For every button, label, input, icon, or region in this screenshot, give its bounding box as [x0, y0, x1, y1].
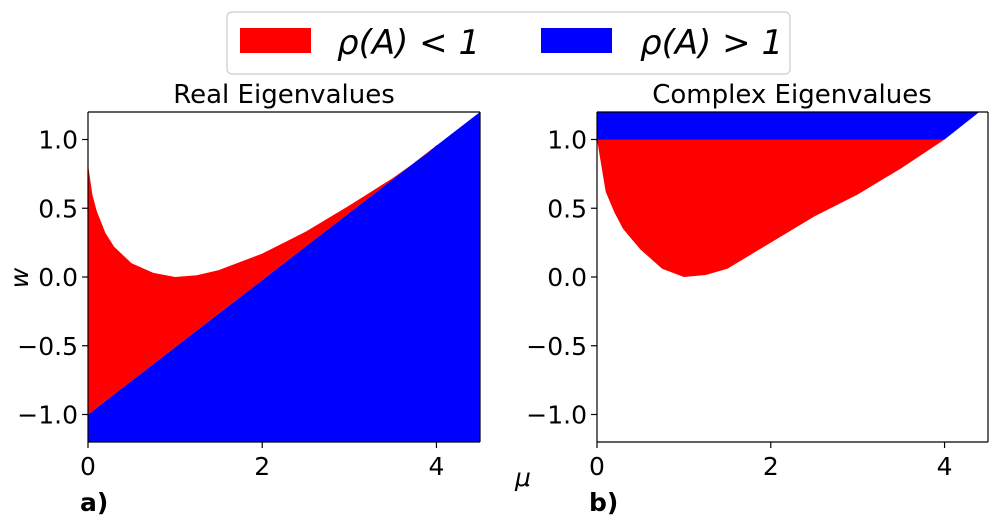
- panel-label: b): [589, 488, 618, 517]
- legend: ρ(A) < 1 ρ(A) > 1: [226, 11, 791, 75]
- y-tick-label: 1.0: [547, 126, 587, 155]
- x-tick-label: 0: [589, 452, 605, 481]
- legend-frame: [226, 11, 791, 75]
- y-tick-label: −0.5: [17, 332, 78, 361]
- plot-area: 0 2 4 1.0 0.5 0.0 −0.5 −1.0: [17, 111, 481, 481]
- x-tick-label: 0: [80, 452, 96, 481]
- legend-swatch-0: [240, 28, 311, 53]
- region-rho-greater-than-1: [597, 112, 980, 140]
- region-rho-greater-than-1: [88, 112, 480, 442]
- data-regions: [88, 112, 480, 442]
- y-tick-label: 0.0: [547, 263, 587, 292]
- panel-complex-eigenvalues: Complex Eigenvalues 0 2 4 1.0 0.5 0.0 −0.5 −1.0…: [526, 80, 989, 517]
- legend-label-1: ρ(A) > 1: [640, 23, 783, 63]
- region-rho-less-than-1: [597, 139, 945, 277]
- panel-title: Complex Eigenvalues: [652, 80, 932, 110]
- legend-swatch-1: [541, 28, 612, 53]
- y-tick-label: −1.0: [526, 401, 587, 430]
- legend-label-0: ρ(A) < 1: [337, 23, 480, 63]
- plot-area: 0 2 4 1.0 0.5 0.0 −0.5 −1.0: [526, 111, 989, 481]
- panel-real-eigenvalues: Real Eigenvalues 0 2 41.00.50.0−0.5−1.0 w …: [5, 80, 481, 517]
- x-tick-label: 4: [428, 452, 444, 481]
- y-tick-label: 0.0: [38, 263, 78, 292]
- x-axis-label: μ: [514, 463, 531, 492]
- y-axis-label: w: [5, 267, 34, 288]
- panel-label: a): [80, 488, 108, 517]
- y-tick-label: −1.0: [17, 401, 78, 430]
- y-tick-label: 0.5: [38, 194, 78, 223]
- x-tick-label: 4: [937, 452, 953, 481]
- y-tick-label: −0.5: [526, 332, 587, 361]
- panel-title: Real Eigenvalues: [173, 80, 395, 110]
- y-tick-label: 1.0: [38, 126, 78, 155]
- x-tick-label: 2: [254, 452, 270, 481]
- x-tick-label: 2: [763, 452, 779, 481]
- region-rho-less-than-1: [88, 145, 437, 415]
- data-regions: [597, 112, 980, 277]
- y-tick-label: 0.5: [547, 194, 587, 223]
